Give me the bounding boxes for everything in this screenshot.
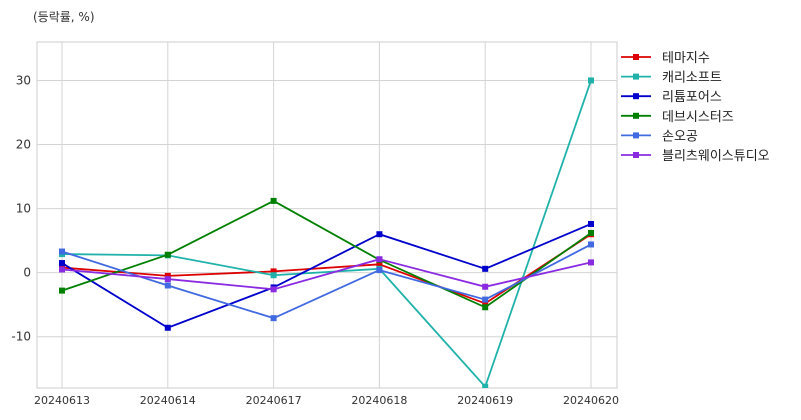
data-point <box>59 287 65 294</box>
data-point <box>59 260 65 267</box>
data-point <box>59 266 65 273</box>
data-point <box>270 197 277 204</box>
y-tick-label: 0 <box>23 266 31 280</box>
legend-label: 손오공 <box>662 129 698 144</box>
plot-frame <box>36 41 618 389</box>
legend-item: 테마지수 <box>621 51 710 66</box>
series-line <box>61 80 592 388</box>
data-point <box>588 241 594 248</box>
x-tick-label: 20240613 <box>34 394 90 407</box>
legend-item: 데브시스터즈 <box>621 110 734 125</box>
data-point <box>588 259 594 266</box>
data-point <box>376 231 383 238</box>
data-point <box>270 272 277 279</box>
y-tick-label: -10 <box>11 330 31 344</box>
data-point <box>588 229 594 236</box>
data-point <box>588 77 594 84</box>
data-point <box>482 283 489 290</box>
y-tick-label: 20 <box>16 138 31 152</box>
legend-marker <box>633 112 639 119</box>
data-point <box>482 300 489 307</box>
series-line <box>61 223 592 329</box>
legend-label: 테마지수 <box>662 51 710 66</box>
data-point <box>164 282 171 289</box>
data-point <box>482 265 489 272</box>
data-point <box>164 272 171 279</box>
legend-item: 리튬포어스 <box>621 90 722 105</box>
x-tick-label: 20240617 <box>246 394 302 407</box>
series-line <box>61 243 592 320</box>
series-group <box>59 77 594 388</box>
data-point <box>270 315 277 322</box>
data-point <box>588 220 594 227</box>
grid <box>36 41 618 389</box>
series-line <box>61 199 592 309</box>
legend-label: 블리츠웨이스튜디오 <box>662 149 770 164</box>
legend-marker <box>633 73 639 80</box>
legend-marker <box>633 152 639 158</box>
data-point <box>376 261 383 268</box>
legend-marker <box>633 54 639 60</box>
legend-label: 데브시스터즈 <box>662 110 734 125</box>
data-point <box>270 286 277 293</box>
axes: -10 0 10 20 30 20240613 20240614 20240617 202406… <box>11 73 619 407</box>
data-point <box>270 268 277 275</box>
x-tick-label: 20240618 <box>351 394 407 407</box>
data-point <box>164 251 171 258</box>
legend-marker <box>633 93 639 100</box>
data-point <box>482 304 489 311</box>
data-point <box>164 324 171 331</box>
series-line <box>61 233 592 305</box>
unit-label: (등락률, %) <box>33 10 95 24</box>
series-테마지수 <box>59 231 594 307</box>
x-tick-label: 20240614 <box>140 394 196 407</box>
legend-item: 캐리소프트 <box>621 71 722 86</box>
series-line <box>61 258 592 291</box>
series-블리츠웨이스튜디오 <box>59 256 594 293</box>
legend-marker <box>633 132 639 139</box>
data-point <box>376 256 383 263</box>
legend-label: 캐리소프트 <box>662 71 722 86</box>
x-tick-label: 20240619 <box>457 394 513 407</box>
series-손오공 <box>59 241 594 322</box>
data-point <box>164 276 171 283</box>
x-tick-label: 20240620 <box>563 394 619 407</box>
legend-item: 손오공 <box>621 129 698 144</box>
data-point <box>59 248 65 255</box>
legend-item: 블리츠웨이스튜디오 <box>621 149 770 164</box>
data-point <box>376 267 383 274</box>
y-tick-label: 10 <box>16 202 31 216</box>
legend-label: 리튬포어스 <box>662 90 722 105</box>
data-point <box>482 296 489 303</box>
series-캐리소프트 <box>59 77 594 388</box>
y-tick-label: 30 <box>16 73 31 87</box>
data-point <box>482 383 489 388</box>
